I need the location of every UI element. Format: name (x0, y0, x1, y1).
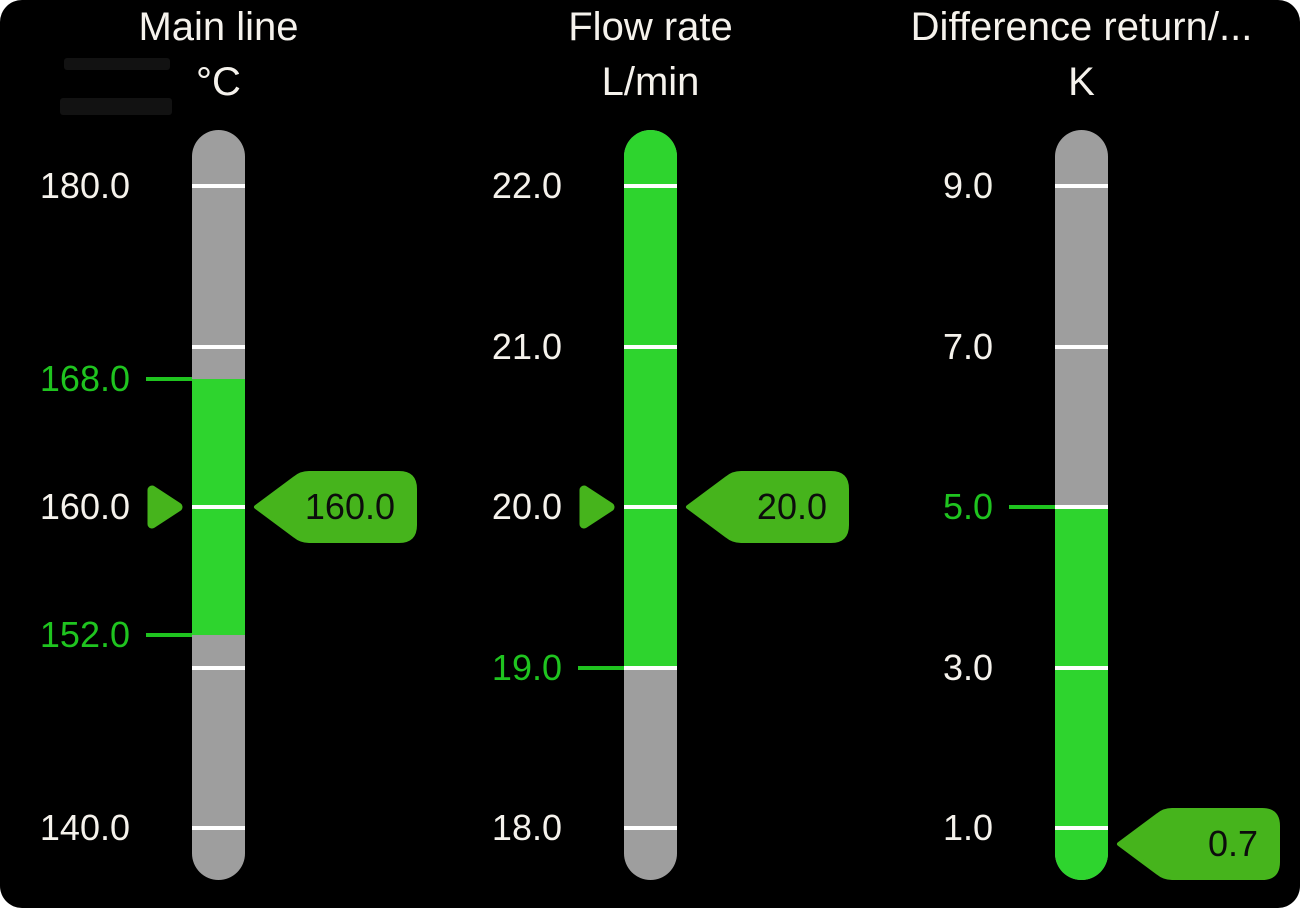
scale-label: 19.0 (491, 646, 562, 688)
gauge-tick-line (624, 665, 677, 670)
gauge-bar-track (1055, 130, 1108, 880)
gauge-tick-line (192, 665, 245, 670)
gauge-tick-line (1055, 344, 1108, 349)
scale-label: 20.0 (491, 486, 562, 527)
redacted-artifact (60, 98, 172, 115)
value-tag-text: 20.0 (756, 486, 827, 527)
scale-label: 18.0 (491, 807, 562, 848)
value-pointer-icon (147, 481, 185, 533)
limit-mark-line (146, 633, 192, 638)
scale-label: 3.0 (942, 646, 993, 688)
gauge-unit: K (1068, 60, 1095, 104)
value-tag-text: 0.7 (1207, 823, 1258, 864)
gauge-tick-line (1055, 184, 1108, 188)
gauge-tick-line (624, 826, 677, 830)
scale-label: 1.0 (942, 807, 993, 848)
gauge-tick-line (192, 344, 245, 349)
scale-label: 21.0 (491, 325, 562, 367)
gauge-green-zone (192, 378, 245, 636)
gauge-green-zone (624, 130, 677, 668)
gauge-tick-line (192, 826, 245, 830)
gauge-tick-line (624, 344, 677, 349)
limit-mark-line (146, 376, 192, 381)
scale-label: 9.0 (942, 165, 993, 206)
limit-mark-line (578, 665, 624, 670)
value-tag: 160.0 (253, 471, 417, 543)
scale-label: 7.0 (942, 325, 993, 367)
value-tag: 0.7 (1116, 808, 1280, 880)
scale-label: 180.0 (39, 165, 130, 206)
value-tag-text: 160.0 (304, 486, 395, 527)
gauge-bar-track (192, 130, 245, 880)
scale-label: 140.0 (39, 807, 130, 848)
gauge-title: Flow rate (568, 5, 733, 49)
value-tag: 20.0 (685, 471, 849, 543)
scale-label: 5.0 (942, 486, 993, 527)
gauge-bar-track (624, 130, 677, 880)
scale-label: 160.0 (39, 486, 130, 527)
scale-label: 152.0 (39, 614, 130, 656)
gauge-tick-line (192, 184, 245, 188)
gauge-green-zone (1055, 507, 1108, 880)
gauge-tick-line (1055, 505, 1108, 509)
scale-label: 22.0 (491, 165, 562, 206)
gauge-title: Main line (138, 5, 299, 49)
gauge-title: Difference return/... (910, 5, 1253, 49)
value-pointer-icon (579, 481, 617, 533)
gauge-tick-line (1055, 665, 1108, 670)
gauge-tick-line (624, 184, 677, 188)
gauge-tick-line (192, 505, 245, 509)
limit-mark-line (1009, 505, 1055, 509)
gauge-tick-line (624, 505, 677, 509)
scale-label: 168.0 (39, 357, 130, 399)
gauge-unit: L/min (601, 60, 700, 104)
gauge-tick-line (1055, 826, 1108, 830)
redacted-artifact (64, 58, 170, 70)
